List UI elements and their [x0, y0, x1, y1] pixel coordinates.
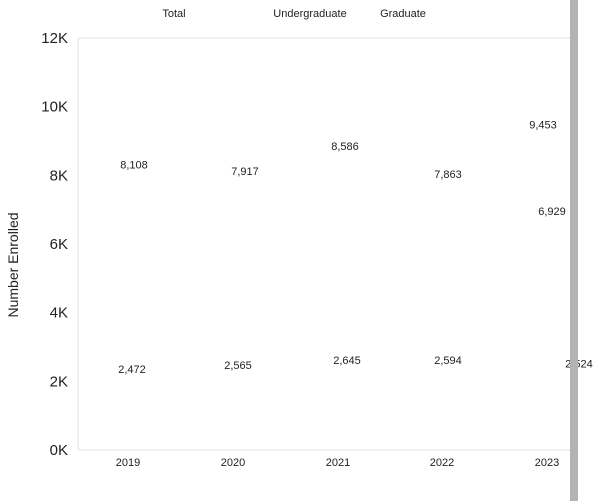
x-tick-label: 2021: [326, 457, 350, 469]
x-tick-label: 2023: [535, 457, 559, 469]
legend: Total Undergraduate Graduate: [162, 8, 426, 20]
y-tick-label: 6K: [50, 236, 68, 253]
data-label-graduate: 2,645: [333, 355, 361, 367]
x-tick-label: 2022: [430, 457, 454, 469]
legend-entry: Graduate: [380, 8, 426, 20]
x-tick-label: 2019: [116, 457, 140, 469]
y-tick-label: 8K: [50, 167, 68, 184]
y-axis: 0K 2K 4K 6K 8K 10K 12K: [41, 30, 570, 459]
x-tick-label: 2020: [221, 457, 245, 469]
data-label-graduate: 2,565: [224, 360, 252, 372]
scrollbar[interactable]: [570, 0, 578, 501]
data-label-graduate: 6,929: [538, 206, 566, 218]
y-tick-label: 12K: [41, 30, 68, 47]
data-label-extra: 2,524: [565, 358, 593, 370]
y-tick-label: 10K: [41, 99, 68, 116]
x-axis: 2019 2020 2021 2022 2023: [78, 449, 570, 469]
data-label-undergraduate: 8,108: [120, 160, 148, 172]
y-tick-label: 4K: [50, 305, 68, 322]
legend-entry: Undergraduate: [273, 8, 346, 20]
data-label-graduate: 2,472: [118, 364, 146, 376]
y-tick-label: 0K: [50, 442, 68, 459]
data-label-graduate: 2,594: [434, 355, 462, 367]
data-label-undergraduate: 8,586: [331, 141, 359, 153]
data-label-undergraduate: 7,863: [434, 169, 462, 181]
data-labels: 8,108 7,917 8,586 7,863 9,453 2,472 2,565 2,645…: [118, 119, 593, 376]
y-axis-label: Number Enrolled: [5, 212, 21, 317]
legend-entry: Total: [162, 8, 185, 20]
y-tick-label: 2K: [50, 373, 68, 390]
data-label-undergraduate: 7,917: [231, 166, 259, 178]
data-label-undergraduate: 9,453: [529, 119, 557, 131]
